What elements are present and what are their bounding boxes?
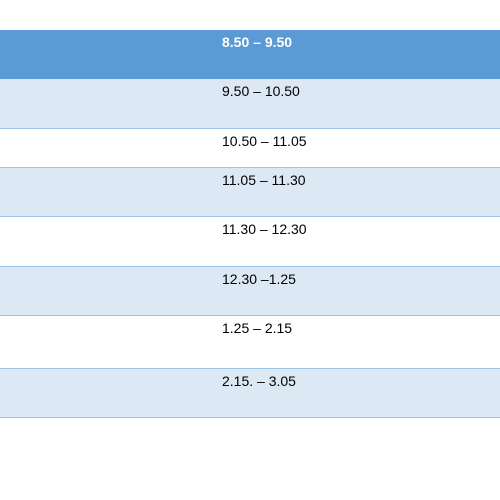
table-row: 11.30 – 12.30 <box>0 217 500 267</box>
table-row: 12.30 –1.25 <box>0 267 500 316</box>
time-cell: 2.15. – 3.05 <box>222 373 296 389</box>
time-cell: 11.30 – 12.30 <box>222 221 307 237</box>
table-row: 10.50 – 11.05 <box>0 129 500 168</box>
time-cell: 11.05 – 11.30 <box>222 172 306 188</box>
table-row: 9.50 – 10.50 <box>0 79 500 129</box>
header-cell: 8.50 – 9.50 <box>222 34 293 50</box>
time-cell: 1.25 – 2.15 <box>222 320 293 336</box>
table-row: 11.05 – 11.30 <box>0 168 500 217</box>
time-cell: 10.50 – 11.05 <box>222 133 307 149</box>
time-cell: 12.30 –1.25 <box>222 271 296 287</box>
header-row: 8.50 – 9.50 <box>0 30 500 79</box>
table-row: 2.15. – 3.05 <box>0 369 500 418</box>
table-row: 1.25 – 2.15 <box>0 316 500 369</box>
time-cell: 9.50 – 10.50 <box>222 83 300 99</box>
